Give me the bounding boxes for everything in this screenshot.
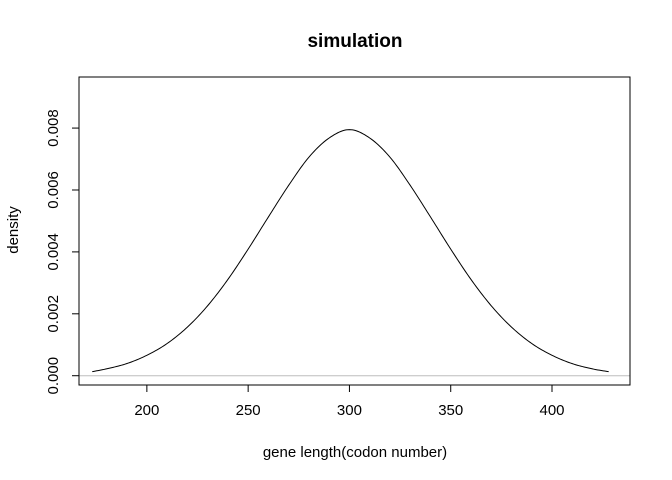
x-axis-label: gene length(codon number) bbox=[263, 444, 447, 461]
x-tick-label: 200 bbox=[134, 402, 159, 419]
y-axis: 0.000 0.002 0.004 0.006 0.008 bbox=[45, 109, 80, 395]
y-tick-label: 0.006 bbox=[45, 171, 62, 209]
y-axis-label: density bbox=[5, 206, 22, 254]
density-curve bbox=[92, 129, 609, 373]
x-tick-label: 400 bbox=[539, 402, 564, 419]
chart-title: simulation bbox=[307, 31, 402, 52]
x-tick-label: 350 bbox=[438, 402, 463, 419]
x-tick-label: 300 bbox=[337, 402, 362, 419]
plot-box bbox=[78, 76, 631, 386]
y-tick-label: 0.004 bbox=[45, 233, 62, 271]
y-tick-label: 0.002 bbox=[45, 295, 62, 333]
y-tick-label: 0.008 bbox=[45, 109, 62, 147]
x-axis: 200 250 300 350 400 bbox=[134, 384, 565, 419]
y-tick-label: 0.000 bbox=[45, 357, 62, 395]
x-tick-label: 250 bbox=[236, 402, 261, 419]
